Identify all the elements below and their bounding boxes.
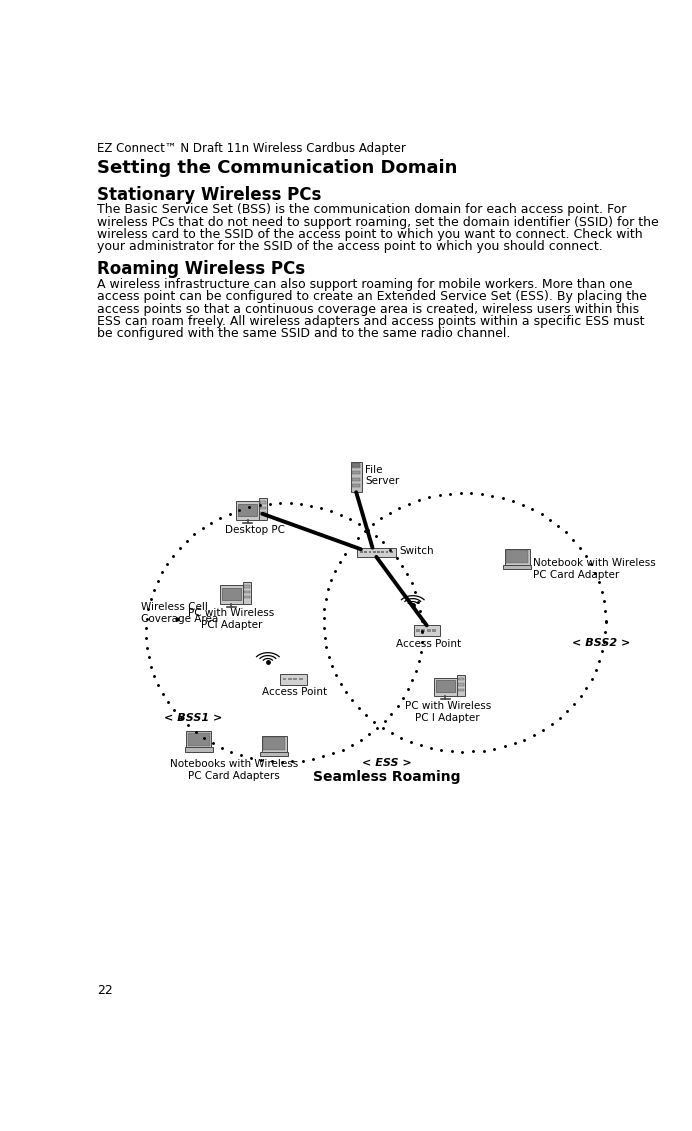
Text: < ESS >: < ESS > xyxy=(363,758,412,768)
Bar xyxy=(390,551,392,553)
Bar xyxy=(458,677,464,680)
Text: Roaming Wireless PCs: Roaming Wireless PCs xyxy=(98,260,305,278)
Text: 22: 22 xyxy=(98,984,113,996)
Text: wireless PCs that do not need to support roaming, set the domain identifier (SSI: wireless PCs that do not need to support… xyxy=(98,216,659,228)
FancyBboxPatch shape xyxy=(186,732,211,748)
Text: PC with Wireless
PCI Adapter: PC with Wireless PCI Adapter xyxy=(188,608,275,630)
Text: The Basic Service Set (BSS) is the communication domain for each access point. F: The Basic Service Set (BSS) is the commu… xyxy=(98,204,627,216)
Text: EZ Connect™ N Draft 11n Wireless Cardbus Adapter: EZ Connect™ N Draft 11n Wireless Cardbus… xyxy=(98,141,406,155)
Text: Setting the Communication Domain: Setting the Communication Domain xyxy=(98,158,457,176)
Text: < BSS2 >: < BSS2 > xyxy=(572,638,630,648)
FancyBboxPatch shape xyxy=(357,547,396,556)
Text: ESS can roam freely. All wireless adapters and access points within a specific E: ESS can roam freely. All wireless adapte… xyxy=(98,316,645,328)
Text: Access Point: Access Point xyxy=(262,687,327,697)
FancyBboxPatch shape xyxy=(414,625,440,637)
Text: be configured with the same SSID and to the same radio channel.: be configured with the same SSID and to … xyxy=(98,328,511,340)
Bar xyxy=(244,586,250,588)
FancyBboxPatch shape xyxy=(243,582,251,604)
Text: Desktop PC: Desktop PC xyxy=(225,525,284,535)
Bar xyxy=(458,689,464,691)
Bar xyxy=(432,629,436,631)
Bar xyxy=(352,484,361,487)
Bar xyxy=(188,733,210,745)
Bar xyxy=(263,737,285,751)
Text: PC with Wireless
PC I Adapter: PC with Wireless PC I Adapter xyxy=(405,701,491,723)
FancyBboxPatch shape xyxy=(185,748,213,752)
FancyBboxPatch shape xyxy=(351,461,362,492)
Bar xyxy=(352,465,361,468)
FancyBboxPatch shape xyxy=(220,586,243,604)
Text: Seamless Roaming: Seamless Roaming xyxy=(313,770,461,784)
Text: < BSS1 >: < BSS1 > xyxy=(164,714,222,723)
FancyBboxPatch shape xyxy=(262,736,286,752)
Bar xyxy=(239,503,257,516)
FancyBboxPatch shape xyxy=(260,499,267,520)
Bar xyxy=(373,551,376,553)
Bar xyxy=(352,477,361,481)
Bar xyxy=(427,629,430,631)
Text: Wireless Cell
Coverage Area: Wireless Cell Coverage Area xyxy=(140,603,218,624)
Text: Notebook with Wireless
PC Card Adapter: Notebook with Wireless PC Card Adapter xyxy=(533,559,655,580)
Bar xyxy=(360,551,363,553)
FancyBboxPatch shape xyxy=(457,675,465,697)
Text: access point can be configured to create an Extended Service Set (ESS). By placi: access point can be configured to create… xyxy=(98,291,647,303)
Bar xyxy=(377,551,380,553)
Bar xyxy=(436,680,455,692)
Text: Access Point: Access Point xyxy=(396,639,461,648)
Bar xyxy=(381,551,384,553)
Bar xyxy=(385,551,388,553)
Text: A wireless infrastructure can also support roaming for mobile workers. More than: A wireless infrastructure can also suppo… xyxy=(98,278,633,291)
Bar xyxy=(244,596,250,598)
Bar xyxy=(288,677,292,680)
Text: File
Server: File Server xyxy=(365,465,400,486)
Bar xyxy=(260,512,266,515)
Bar xyxy=(421,629,425,631)
Bar xyxy=(260,507,266,509)
Bar xyxy=(293,677,298,680)
Text: your administrator for the SSID of the access point to which you should connect.: your administrator for the SSID of the a… xyxy=(98,241,603,253)
Bar xyxy=(222,588,241,601)
Text: Stationary Wireless PCs: Stationary Wireless PCs xyxy=(98,185,322,204)
Bar xyxy=(299,677,302,680)
Bar xyxy=(369,551,372,553)
Bar xyxy=(364,551,367,553)
Bar xyxy=(260,501,266,503)
Text: access points so that a continuous coverage area is created, wireless users with: access points so that a continuous cover… xyxy=(98,303,639,316)
Bar xyxy=(244,590,250,593)
Bar xyxy=(282,677,286,680)
Bar xyxy=(416,629,420,631)
Bar xyxy=(458,683,464,685)
Bar xyxy=(507,550,529,563)
Bar xyxy=(352,472,361,474)
Text: Switch: Switch xyxy=(399,546,434,555)
FancyBboxPatch shape xyxy=(434,677,457,697)
FancyBboxPatch shape xyxy=(280,674,307,684)
FancyBboxPatch shape xyxy=(503,564,531,569)
FancyBboxPatch shape xyxy=(260,752,288,757)
Text: wireless card to the SSID of the access point to which you want to connect. Chec: wireless card to the SSID of the access … xyxy=(98,228,643,241)
Bar xyxy=(352,463,361,467)
Text: Notebooks with Wireless
PC Card Adapters: Notebooks with Wireless PC Card Adapters xyxy=(170,759,298,782)
FancyBboxPatch shape xyxy=(236,501,260,520)
FancyBboxPatch shape xyxy=(505,549,530,564)
